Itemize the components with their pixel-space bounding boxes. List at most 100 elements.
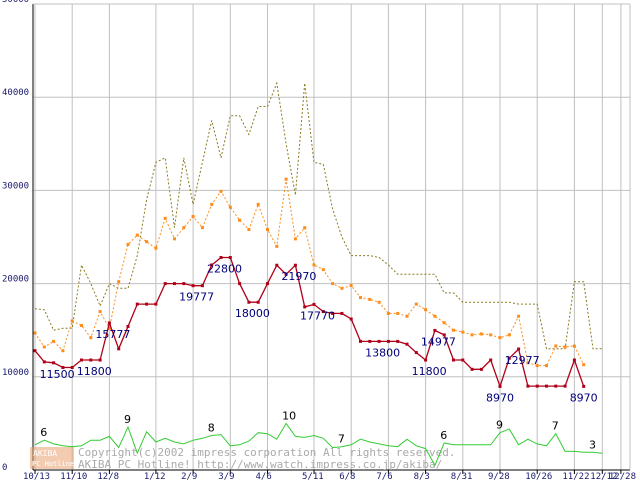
x-tick-label: 10/26 — [525, 472, 552, 480]
point-low — [191, 284, 195, 288]
point-average — [275, 244, 279, 248]
point-average — [33, 331, 37, 335]
point-low — [98, 358, 102, 362]
point-low — [433, 328, 437, 332]
point-average — [489, 333, 493, 337]
x-tick-label: 11/10 — [60, 472, 87, 480]
point-average — [145, 240, 149, 244]
point-low — [303, 305, 307, 309]
x-tick-label: 2/9 — [181, 472, 197, 480]
point-average — [238, 218, 242, 222]
count-label: 7 — [338, 433, 345, 446]
point-average — [405, 314, 409, 318]
y-tick-label: 10000 — [2, 368, 29, 378]
point-average — [386, 311, 390, 315]
point-low — [33, 349, 37, 353]
point-low — [349, 317, 353, 321]
point-average — [359, 296, 362, 300]
point-low — [126, 324, 130, 328]
point-low — [80, 358, 83, 362]
point-low — [275, 263, 279, 267]
series-line-low — [34, 256, 585, 389]
point-average — [312, 263, 316, 267]
point-average — [219, 189, 223, 193]
point-average — [163, 216, 167, 220]
count-label: 7 — [552, 420, 559, 433]
series-line-high — [34, 81, 603, 350]
point-low — [238, 282, 242, 286]
count-label: 6 — [440, 429, 447, 442]
point-average — [293, 237, 297, 241]
point-average — [42, 345, 46, 349]
point-low — [173, 282, 176, 286]
data-label: 11800 — [412, 365, 447, 378]
count-label: 9 — [124, 413, 131, 426]
point-average — [228, 205, 232, 209]
point-average — [182, 226, 186, 230]
point-average — [191, 214, 195, 218]
watermark-badge — [30, 447, 74, 469]
point-low — [582, 384, 586, 388]
data-label: 22800 — [207, 263, 242, 276]
point-low — [293, 263, 297, 267]
point-low — [200, 284, 204, 288]
series-line-shops — [34, 422, 603, 467]
data-label: 21970 — [281, 270, 316, 283]
point-low — [145, 302, 149, 306]
point-low — [331, 311, 335, 315]
x-tick-label: 1/12 — [144, 472, 166, 480]
data-label: 8970 — [486, 391, 514, 404]
x-tick-label: 12/28 — [609, 472, 636, 480]
point-average — [247, 228, 251, 232]
data-label: 15777 — [95, 328, 130, 341]
point-average — [61, 349, 65, 353]
series-line-average — [34, 179, 585, 367]
point-average — [70, 319, 74, 323]
x-tick-label: 11/22 — [562, 472, 589, 480]
point-low — [563, 384, 567, 388]
point-average — [433, 314, 437, 318]
point-low — [228, 256, 232, 260]
point-average — [98, 310, 102, 314]
point-average — [80, 324, 83, 328]
point-average — [340, 286, 344, 290]
count-label: 9 — [496, 419, 503, 432]
point-low — [489, 358, 493, 362]
point-low — [154, 302, 158, 306]
data-label: 12977 — [505, 354, 540, 367]
series — [33, 81, 603, 467]
data-label: 8970 — [570, 391, 598, 404]
point-low — [247, 300, 251, 304]
point-average — [498, 336, 502, 340]
point-low — [424, 358, 428, 362]
count-label: 6 — [40, 426, 47, 439]
point-average — [52, 339, 56, 343]
data-label: 17770 — [300, 309, 335, 322]
point-average — [256, 202, 260, 206]
point-average — [135, 233, 139, 237]
point-average — [89, 336, 93, 340]
x-tick-label: 10/13 — [23, 472, 50, 480]
point-low — [89, 358, 93, 362]
data-label: 14977 — [421, 335, 456, 348]
point-low — [359, 339, 362, 343]
point-low — [545, 384, 548, 388]
point-low — [470, 367, 474, 371]
point-average — [535, 364, 539, 368]
point-average — [173, 237, 176, 241]
point-average — [507, 333, 511, 337]
x-tick-label: 8/31 — [451, 472, 473, 480]
data-label: 19777 — [179, 291, 214, 304]
point-low — [377, 339, 381, 343]
point-average — [424, 308, 428, 312]
x-tick-label: 8/3 — [414, 472, 430, 480]
point-average — [554, 344, 558, 348]
point-low — [340, 311, 344, 315]
point-low — [461, 358, 465, 362]
data-label: 11800 — [77, 365, 112, 378]
point-average — [303, 226, 307, 230]
y-tick-label: 20000 — [2, 275, 29, 285]
count-label: 10 — [282, 409, 296, 422]
